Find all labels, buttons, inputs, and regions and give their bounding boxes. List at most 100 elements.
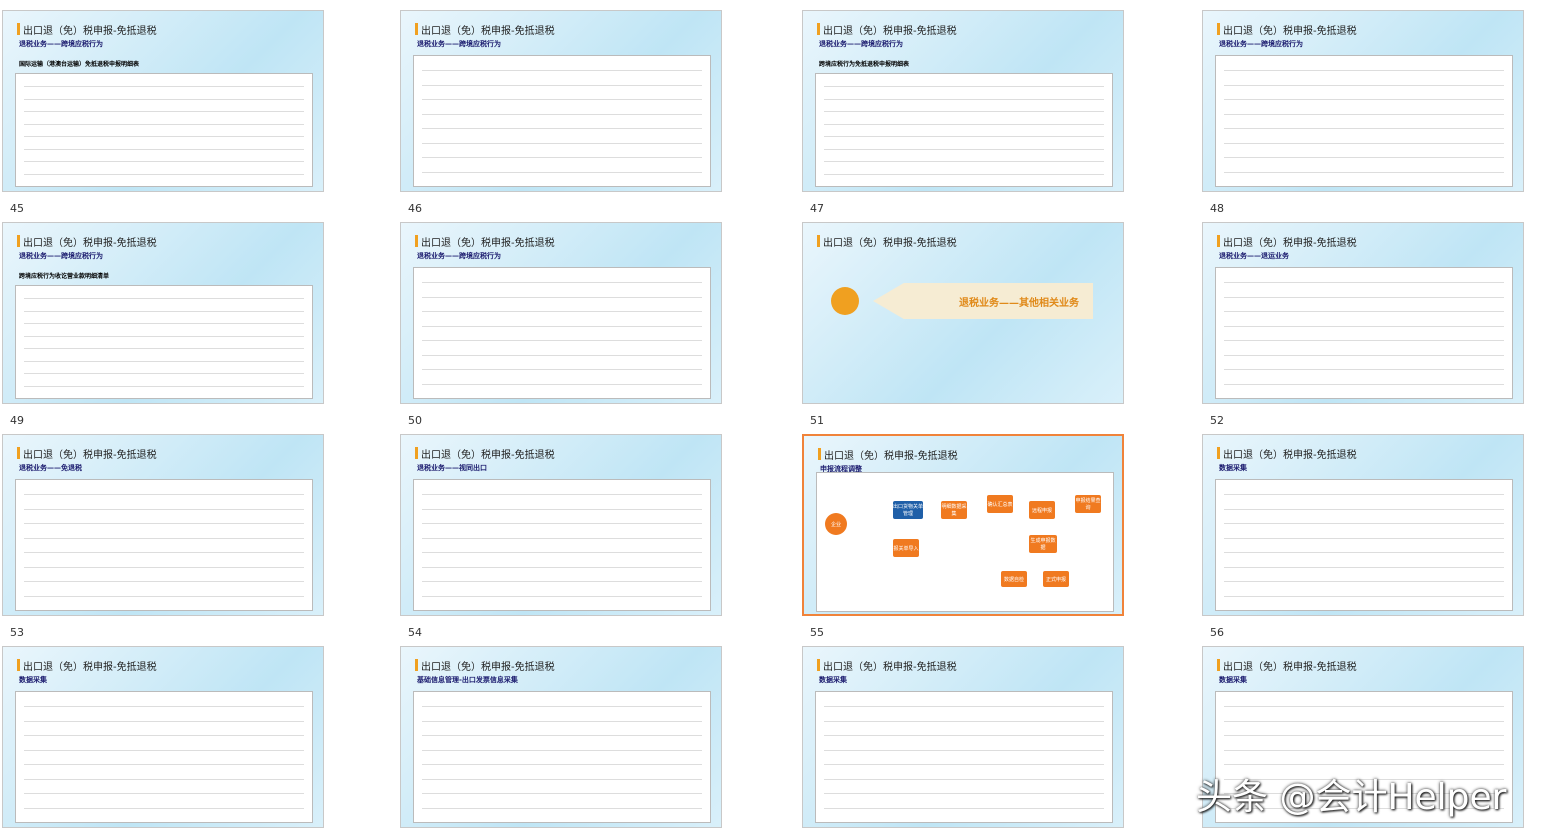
title-bar: [1217, 447, 1220, 459]
slide-thumbnail[interactable]: 出口退（免）税申报-免抵退税退税业务——跨境应税行为: [400, 10, 722, 192]
flow-node: 数据自检: [1001, 571, 1027, 587]
table-row: [1224, 793, 1504, 795]
table-row: [24, 173, 304, 175]
table-row: [422, 84, 702, 86]
slide-subtitle: 退税业务——跨境应税行为: [19, 40, 103, 48]
table-row: [824, 98, 1104, 100]
table-row: [824, 720, 1104, 722]
slide-subtitle: 基础信息管理-出口发票信息采集: [417, 676, 518, 684]
table-row: [422, 128, 702, 130]
slide-number: 51: [810, 414, 824, 427]
slide-heading: 跨境应税行为收讫营业款明细清单: [19, 273, 110, 280]
table-row: [824, 111, 1104, 113]
slide-title: 出口退（免）税申报-免抵退税: [421, 450, 555, 461]
table-row: [422, 749, 702, 751]
slide-thumbnail[interactable]: 出口退（免）税申报-免抵退税 退税业务——视同出口: [400, 434, 722, 616]
table-row: [24, 749, 304, 751]
table-row: [824, 706, 1104, 708]
title-bar: [415, 659, 418, 671]
table-row: [24, 793, 304, 795]
table-row: [24, 360, 304, 362]
slide-thumbnail[interactable]: 出口退（免）税申报-免抵退税数据采集: [802, 646, 1124, 828]
table-row: [824, 123, 1104, 125]
slide-thumbnail[interactable]: 出口退（免）税申报-免抵退税 退税业务——其他相关业务: [802, 222, 1124, 404]
content-panel: [1215, 55, 1513, 187]
slide-thumbnail[interactable]: 出口退（免）税申报-免抵退税 数据采集: [2, 646, 324, 828]
slide-heading: 国际运输（港澳台运输）免抵退税申报明细表: [19, 61, 140, 68]
title-bar: [415, 447, 418, 459]
slide-thumbnail[interactable]: 出口退（免）税申报-免抵退税 退税业务——跨境应税行为: [1202, 10, 1524, 192]
table-row: [1224, 113, 1504, 115]
table-row: [422, 807, 702, 809]
slide-subtitle: 数据采集: [1219, 464, 1247, 472]
table-row: [1224, 325, 1504, 327]
table-row: [824, 86, 1104, 88]
table-row: [1224, 764, 1504, 766]
table-row: [24, 348, 304, 350]
table-row: [824, 793, 1104, 795]
table-row: [422, 706, 702, 708]
table-row: [24, 98, 304, 100]
table-row: [24, 298, 304, 300]
table-row: [1224, 128, 1504, 130]
table-row: [422, 595, 702, 597]
slide-thumbnail[interactable]: 出口退（免）税申报-免抵退税 退税业务——跨境应税行为: [400, 222, 722, 404]
slide-title: 出口退（免）税申报-免抵退税: [1223, 26, 1357, 37]
table-row: [824, 749, 1104, 751]
slide-thumbnail[interactable]: 出口退（免）税申报-免抵退税 申报流程调整 企业 出口货物关单管理 明细数据采集 确认汇总…: [802, 434, 1124, 616]
slide-title: 出口退（免）税申报-免抵退税: [421, 238, 555, 249]
table-row: [24, 807, 304, 809]
table-row: [24, 537, 304, 539]
slide-number: 54: [408, 626, 422, 639]
table-row: [422, 720, 702, 722]
table-row: [422, 369, 702, 371]
content-panel: [1215, 479, 1513, 611]
slide-thumbnail[interactable]: 出口退（免）税申报-免抵退税 数据采集: [1202, 434, 1524, 616]
slide-title: 出口退（免）税申报-免抵退税: [23, 450, 157, 461]
slide-thumbnail[interactable]: 出口退（免）税申报-免抵退税退税业务——免退税: [2, 434, 324, 616]
table-row: [1224, 566, 1504, 568]
slide-subtitle: 数据采集: [1219, 676, 1247, 684]
content-panel: [1215, 691, 1513, 823]
table-row: [824, 778, 1104, 780]
slide-title: 出口退（免）税申报-免抵退税: [23, 26, 157, 37]
slide-thumbnail[interactable]: 出口退（免）税申报-免抵退税 数据采集: [1202, 646, 1524, 828]
table-row: [24, 323, 304, 325]
slide-thumbnail[interactable]: 出口退（免）税申报-免抵退税 退税业务——退运业务: [1202, 222, 1524, 404]
content-panel: [815, 691, 1113, 823]
slide-thumbnail[interactable]: 出口退（免）税申报-免抵退税 基础信息管理-出口发票信息采集: [400, 646, 722, 828]
table-row: [422, 70, 702, 72]
table-row: [24, 552, 304, 554]
slide-thumbnail[interactable]: 出口退（免）税申报-免抵退税 退税业务——跨境应税行为 跨境应税行为收讫营业款明细清…: [2, 222, 324, 404]
slide-title: 出口退（免）税申报-免抵退税: [23, 238, 157, 249]
flow-node: 正式申报: [1043, 571, 1069, 587]
table-row: [24, 373, 304, 375]
slide-title: 出口退（免）税申报-免抵退税: [823, 662, 957, 673]
table-row: [1224, 523, 1504, 525]
slide-subtitle: 退税业务——跨境应税行为: [417, 40, 501, 48]
slide-title: 出口退（免）税申报-免抵退税: [421, 26, 555, 37]
slide-subtitle: 退税业务——免退税: [19, 464, 82, 472]
slide-subtitle: 数据采集: [819, 676, 847, 684]
table-row: [422, 552, 702, 554]
table-row: [24, 136, 304, 138]
content-panel: [413, 479, 711, 611]
slide-number: 56: [1210, 626, 1224, 639]
table-row: [422, 523, 702, 525]
table-row: [422, 735, 702, 737]
flow-node: 出口货物关单管理: [893, 501, 923, 519]
table-row: [1224, 296, 1504, 298]
slide-thumbnail[interactable]: 出口退（免）税申报-免抵退税退税业务——跨境应税行为国际运输（港澳台运输）免抵退…: [2, 10, 324, 192]
slide-thumbnail[interactable]: 出口退（免）税申报-免抵退税 退税业务——跨境应税行为 跨境应税行为免抵退税申报明细…: [802, 10, 1124, 192]
table-row: [824, 161, 1104, 163]
title-bar: [17, 447, 20, 459]
title-bar: [817, 659, 820, 671]
content-panel: [15, 285, 313, 399]
table-row: [1224, 749, 1504, 751]
slide-number: 48: [1210, 202, 1224, 215]
title-bar: [17, 23, 20, 35]
title-bar: [1217, 235, 1220, 247]
slide-subtitle: 数据采集: [19, 676, 47, 684]
table-row: [422, 581, 702, 583]
table-row: [24, 566, 304, 568]
